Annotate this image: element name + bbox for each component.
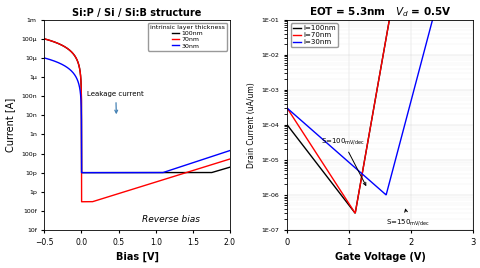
Text: S=150$_{\mathregular{mV/dec}}$: S=150$_{\mathregular{mV/dec}}$ (385, 209, 429, 228)
Text: Reverse bias: Reverse bias (141, 215, 199, 224)
X-axis label: Gate Voltage (V): Gate Voltage (V) (334, 252, 424, 262)
X-axis label: Bias [V]: Bias [V] (115, 252, 158, 262)
Text: Leakage current: Leakage current (87, 91, 144, 113)
Y-axis label: Drain Current (uA/um): Drain Current (uA/um) (247, 82, 255, 168)
Y-axis label: Current [A]: Current [A] (6, 98, 15, 152)
Legend: 100nm, 70nm, 30nm: 100nm, 70nm, 30nm (148, 23, 227, 51)
Title: Si:P / Si / Si:B structure: Si:P / Si / Si:B structure (72, 8, 202, 18)
Title: EOT = 5.3nm   $V_d$ = 0.5V: EOT = 5.3nm $V_d$ = 0.5V (308, 6, 450, 19)
Legend: i=100nm, i=70nm, i=30nm: i=100nm, i=70nm, i=30nm (290, 23, 337, 47)
Text: S=100$_{\mathregular{mV/dec}}$: S=100$_{\mathregular{mV/dec}}$ (321, 136, 365, 185)
